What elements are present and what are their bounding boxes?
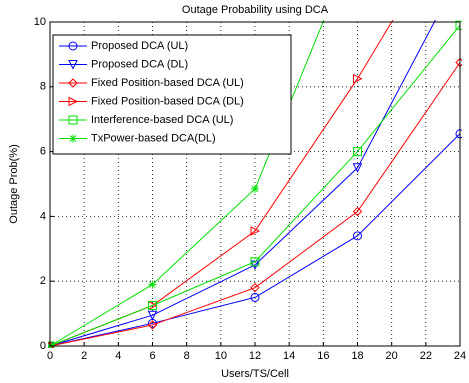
- plot-area: [48, 20, 462, 348]
- x-tick-label: 12: [249, 350, 261, 362]
- marker: [251, 184, 259, 193]
- chart-title: Outage Probability using DCA: [182, 4, 329, 16]
- x-tick-label: 2: [81, 350, 87, 362]
- marker: [250, 226, 261, 236]
- x-axis-label: Users/TS/Cell: [221, 368, 289, 380]
- x-tick-label: 20: [386, 350, 398, 362]
- series-line: [49, 24, 461, 347]
- legend-label: TxPower-based DCA(DL): [91, 132, 216, 144]
- legend-label: Interference-based DCA (UL): [91, 114, 233, 126]
- series-line: [49, 133, 461, 347]
- marker: [353, 73, 363, 84]
- axes-box: [49, 21, 461, 347]
- legend-label: Fixed Position-based DCA (UL): [91, 77, 244, 89]
- x-tick-label: 10: [215, 350, 227, 362]
- marker: [147, 310, 158, 321]
- x-tick-label: 16: [317, 350, 329, 362]
- marker: [68, 78, 78, 88]
- marker: [148, 280, 157, 289]
- y-tick-label: 4: [40, 210, 46, 222]
- marker: [148, 301, 157, 310]
- x-tick-label: 8: [184, 350, 190, 362]
- y-tick-label: 6: [40, 146, 46, 158]
- x-tick-label: 18: [351, 350, 363, 362]
- y-tick-label: 0: [40, 340, 46, 352]
- marker: [250, 292, 260, 302]
- x-tick-label: 24: [454, 350, 466, 362]
- x-tick-label: 0: [47, 350, 53, 362]
- y-tick-label: 10: [34, 16, 46, 28]
- marker: [250, 260, 260, 271]
- y-axis-label: Outage Prob(%): [8, 144, 20, 223]
- marker: [68, 96, 79, 107]
- y-tick-label: 2: [40, 275, 46, 287]
- marker: [250, 257, 260, 267]
- marker: [68, 41, 78, 51]
- marker: [352, 206, 363, 217]
- marker: [250, 282, 260, 293]
- legend-label: Proposed DCA (DL): [91, 58, 188, 70]
- marker: [353, 147, 362, 157]
- marker: [147, 320, 158, 330]
- x-tick-label: 14: [283, 350, 295, 362]
- x-tick-label: 22: [420, 350, 432, 362]
- marker: [352, 163, 363, 173]
- series-line: [49, 62, 461, 347]
- x-tick-label: 4: [115, 350, 121, 362]
- marker: [68, 115, 78, 125]
- y-tick-label: 8: [40, 81, 46, 93]
- series-line: [49, 20, 436, 347]
- x-tick-label: 6: [149, 350, 155, 362]
- legend-box: [52, 34, 292, 155]
- legend-label: Proposed DCA (UL): [91, 40, 188, 52]
- legend: Proposed DCA (UL) Proposed DCA (DL) Fixed …: [52, 34, 292, 155]
- marker: [69, 134, 77, 143]
- marker: [353, 231, 362, 241]
- legend-label: Fixed Position-based DCA (DL): [91, 95, 244, 107]
- marker: [68, 60, 78, 70]
